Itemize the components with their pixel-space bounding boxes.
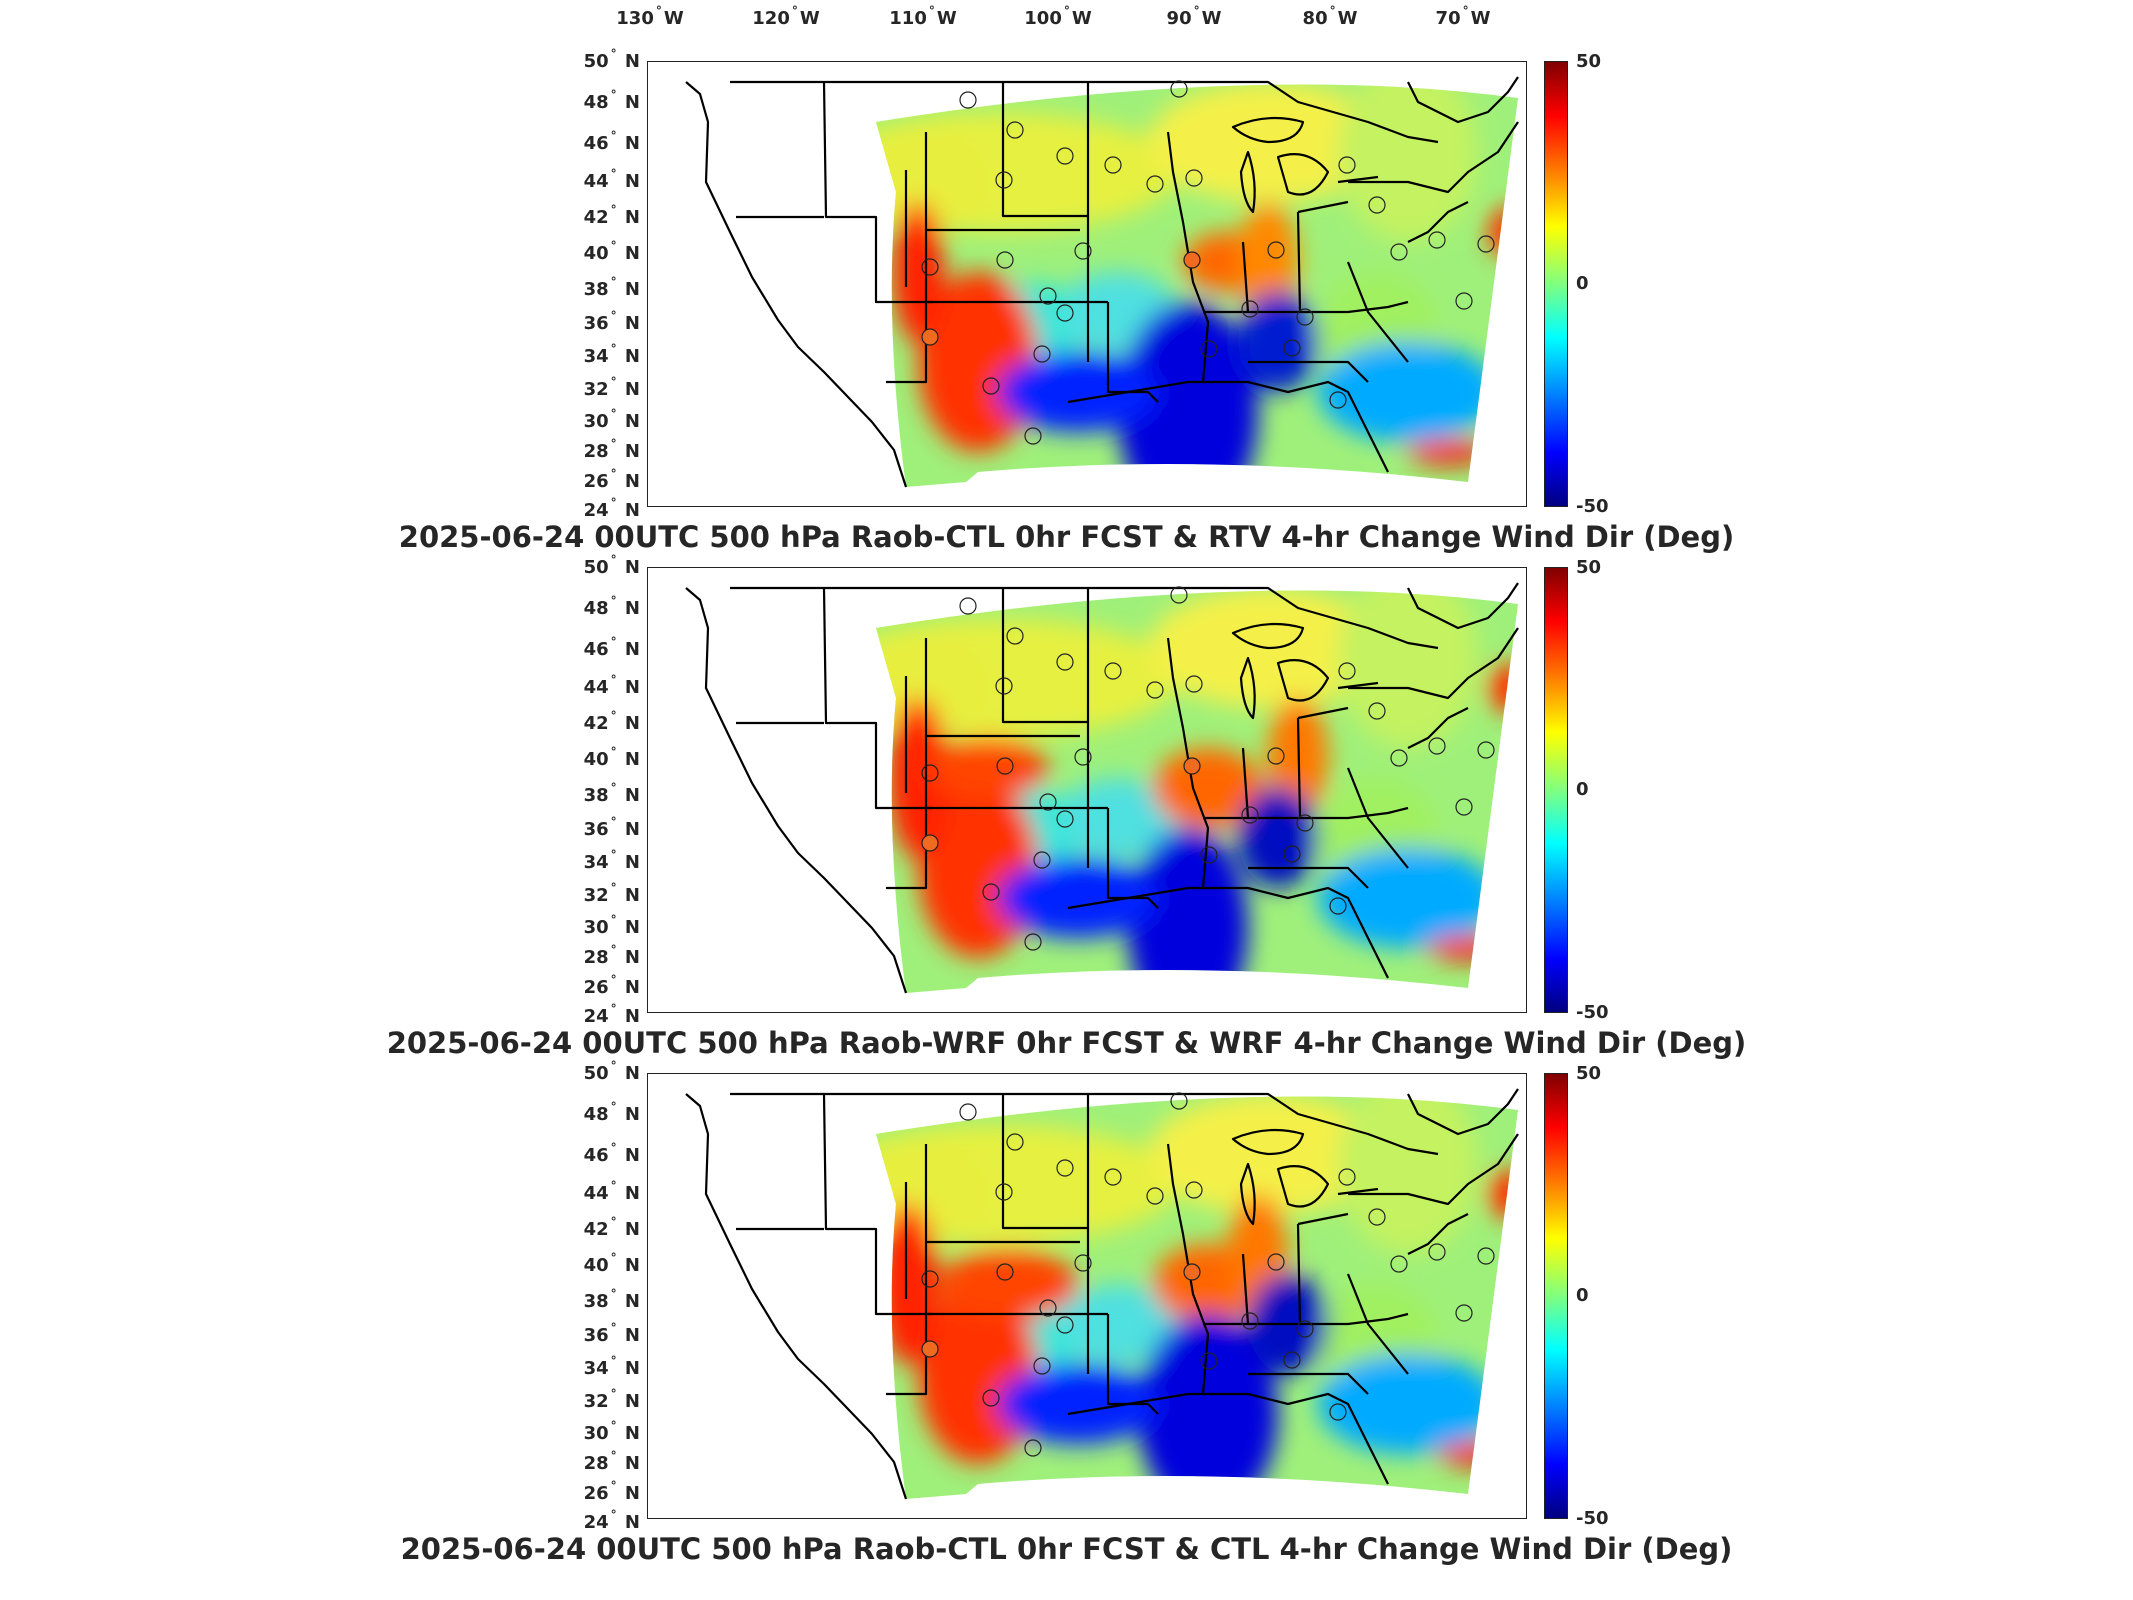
- latitude-label: 44 ° N: [583, 673, 640, 698]
- colorbar-mid-label: 0: [1576, 1285, 1589, 1306]
- wind-direction-map: [685, 582, 1519, 994]
- latitude-label: 42 ° N: [583, 709, 640, 734]
- longitude-label: 130 ° W: [616, 4, 684, 29]
- latitude-label: 26 ° N: [583, 973, 640, 998]
- latitude-label: 26 ° N: [583, 1479, 640, 1504]
- latitude-label: 30 ° N: [583, 913, 640, 938]
- panel-caption: 2025-06-24 00UTC 500 hPa Raob-CTL 0hr FC…: [398, 520, 1735, 554]
- latitude-label: 38 ° N: [583, 1287, 640, 1312]
- latitude-label: 36 ° N: [583, 309, 640, 334]
- longitude-label: 90 ° W: [1166, 4, 1222, 29]
- latitude-label: 42 ° N: [583, 1215, 640, 1240]
- latitude-label: 34 ° N: [583, 1354, 640, 1379]
- colorbar-max-label: 50: [1576, 51, 1602, 72]
- raob-stations: [921, 80, 1495, 445]
- colorbar-max-label: 50: [1576, 1063, 1602, 1084]
- latitude-label: 32 ° N: [583, 1387, 640, 1412]
- latitude-label: 40 ° N: [583, 1251, 640, 1276]
- latitude-label: 36 ° N: [583, 815, 640, 840]
- longitude-axis: 130 ° W 120 ° W 110 ° W 100 ° W 90 ° W 80 ° W 70 ° W: [0, 0, 2133, 40]
- longitude-label: 100 ° W: [1024, 4, 1092, 29]
- longitude-label: 120 ° W: [752, 4, 820, 29]
- latitude-label: 40 ° N: [583, 745, 640, 770]
- latitude-label: 48 ° N: [583, 594, 640, 619]
- latitude-label: 28 ° N: [583, 943, 640, 968]
- latitude-label: 46 ° N: [583, 1141, 640, 1166]
- latitude-label: 38 ° N: [583, 781, 640, 806]
- latitude-label: 24 ° N: [583, 1508, 640, 1533]
- latitude-label: 34 ° N: [583, 342, 640, 367]
- latitude-label: 24 ° N: [583, 1002, 640, 1027]
- wind-direction-map: [685, 76, 1519, 488]
- latitude-label: 38 ° N: [583, 275, 640, 300]
- colorbar-max-label: 50: [1576, 557, 1602, 578]
- latitude-label: 24 ° N: [583, 496, 640, 521]
- latitude-label: 50 ° N: [583, 1059, 640, 1084]
- latitude-label: 28 ° N: [583, 1449, 640, 1474]
- colorbar: [1544, 567, 1568, 1013]
- latitude-label: 48 ° N: [583, 1100, 640, 1125]
- latitude-label: 28 ° N: [583, 437, 640, 462]
- longitude-label: 80 ° W: [1302, 4, 1358, 29]
- latitude-label: 50 ° N: [583, 553, 640, 578]
- wind-direction-map: [685, 1088, 1519, 1500]
- panel-caption: 2025-06-24 00UTC 500 hPa Raob-CTL 0hr FC…: [400, 1532, 1733, 1566]
- colorbar: [1544, 61, 1568, 507]
- latitude-label: 36 ° N: [583, 1321, 640, 1346]
- latitude-label: 50 ° N: [583, 47, 640, 72]
- colorbar-min-label: -50: [1576, 1002, 1609, 1023]
- raob-stations: [921, 586, 1495, 951]
- latitude-label: 30 ° N: [583, 407, 640, 432]
- longitude-label: 110 ° W: [889, 4, 957, 29]
- latitude-label: 42 ° N: [583, 203, 640, 228]
- latitude-label: 32 ° N: [583, 881, 640, 906]
- colorbar-mid-label: 0: [1576, 273, 1589, 294]
- latitude-label: 46 ° N: [583, 129, 640, 154]
- latitude-label: 48 ° N: [583, 88, 640, 113]
- raob-stations: [921, 1092, 1495, 1457]
- latitude-label: 44 ° N: [583, 1179, 640, 1204]
- colorbar-min-label: -50: [1576, 496, 1609, 517]
- panel-caption: 2025-06-24 00UTC 500 hPa Raob-WRF 0hr FC…: [386, 1026, 1747, 1060]
- colorbar-min-label: -50: [1576, 1508, 1609, 1529]
- colorbar-mid-label: 0: [1576, 779, 1589, 800]
- latitude-label: 34 ° N: [583, 848, 640, 873]
- latitude-label: 32 ° N: [583, 375, 640, 400]
- colorbar: [1544, 1073, 1568, 1519]
- map-frame: [647, 567, 1527, 1013]
- latitude-label: 30 ° N: [583, 1419, 640, 1444]
- map-frame: [647, 61, 1527, 507]
- longitude-label: 70 ° W: [1435, 4, 1491, 29]
- latitude-label: 46 ° N: [583, 635, 640, 660]
- latitude-label: 40 ° N: [583, 239, 640, 264]
- map-frame: [647, 1073, 1527, 1519]
- latitude-label: 44 ° N: [583, 167, 640, 192]
- latitude-label: 26 ° N: [583, 467, 640, 492]
